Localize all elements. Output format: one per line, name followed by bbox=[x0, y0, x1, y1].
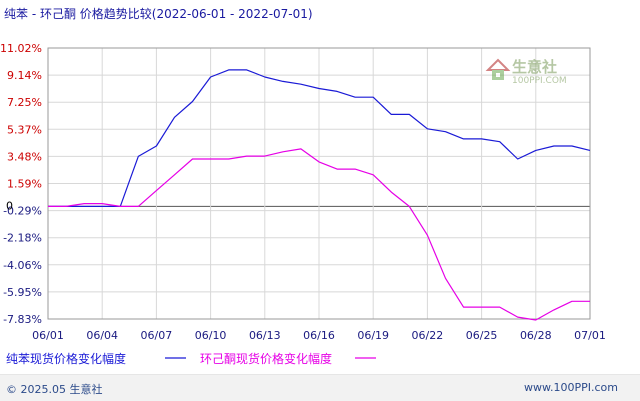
footer: © 2025.05 生意社 www.100PPI.com bbox=[0, 374, 640, 401]
x-tick-label: 06/10 bbox=[195, 329, 227, 342]
y-tick-label: 5.37% bbox=[7, 123, 42, 136]
chart-title-text: 纯苯 - 环己酮 价格趋势比较 bbox=[4, 7, 152, 21]
y-tick-label: -4.06% bbox=[3, 259, 42, 272]
zero-tick-label: 0 bbox=[6, 199, 13, 212]
footer-site-link[interactable]: www.100PPI.com bbox=[524, 381, 618, 394]
x-tick-label: 06/22 bbox=[412, 329, 444, 342]
y-tick-label: 3.48% bbox=[7, 150, 42, 163]
watermark-logo: 生意社 100PPI.COM bbox=[484, 54, 580, 94]
y-tick-label: 7.25% bbox=[7, 96, 42, 109]
legend-label-1: 纯苯现货价格变化幅度 bbox=[6, 352, 127, 366]
series-lines bbox=[48, 69, 591, 321]
footer-copyright: © 2025.05 生意社 bbox=[6, 383, 103, 396]
legend-label-2: 环己酮现货价格变化幅度 bbox=[200, 352, 333, 366]
series-line-1 bbox=[48, 69, 591, 207]
x-tick-label: 06/28 bbox=[520, 329, 552, 342]
x-tick-label: 06/04 bbox=[86, 329, 118, 342]
x-tick-label: 06/25 bbox=[466, 329, 498, 342]
y-tick-label: -2.18% bbox=[3, 232, 42, 245]
x-tick-label: 06/01 bbox=[32, 329, 64, 342]
watermark-url: 100PPI.COM bbox=[512, 76, 567, 86]
chart-title: 纯苯 - 环己酮 价格趋势比较(2022-06-01 - 2022-07-01) bbox=[4, 5, 313, 22]
y-tick-label: -5.95% bbox=[3, 286, 42, 299]
x-tick-label: 06/07 bbox=[141, 329, 173, 342]
x-tick-label: 06/16 bbox=[303, 329, 335, 342]
y-axis: 11.02% 9.14% 7.25% 5.37% 3.48% 1.59% -0.29% -2.… bbox=[0, 42, 42, 326]
watermark-name: 生意社 bbox=[512, 58, 558, 76]
y-tick-label: -7.83% bbox=[3, 313, 42, 326]
legend-item-2: 环己酮现货价格变化幅度 bbox=[200, 350, 332, 367]
x-tick-label: 06/13 bbox=[249, 329, 281, 342]
x-axis: 06/01 06/04 06/07 06/10 06/13 06/16 06/19 06/22… bbox=[32, 329, 606, 342]
chart-date-range: (2022-06-01 - 2022-07-01) bbox=[151, 7, 313, 21]
x-tick-label: 07/01 bbox=[574, 329, 606, 342]
house-icon bbox=[485, 58, 511, 80]
y-tick-label: 1.59% bbox=[7, 178, 42, 191]
y-tick-label: 11.02% bbox=[0, 42, 42, 55]
y-tick-label: 9.14% bbox=[7, 69, 42, 82]
y-tick-label: -0.29% bbox=[3, 205, 42, 218]
series-line-2 bbox=[48, 148, 590, 321]
legend-item-1: 纯苯现货价格变化幅度 bbox=[6, 350, 126, 367]
x-tick-label: 06/19 bbox=[357, 329, 389, 342]
plot-border bbox=[47, 47, 591, 320]
